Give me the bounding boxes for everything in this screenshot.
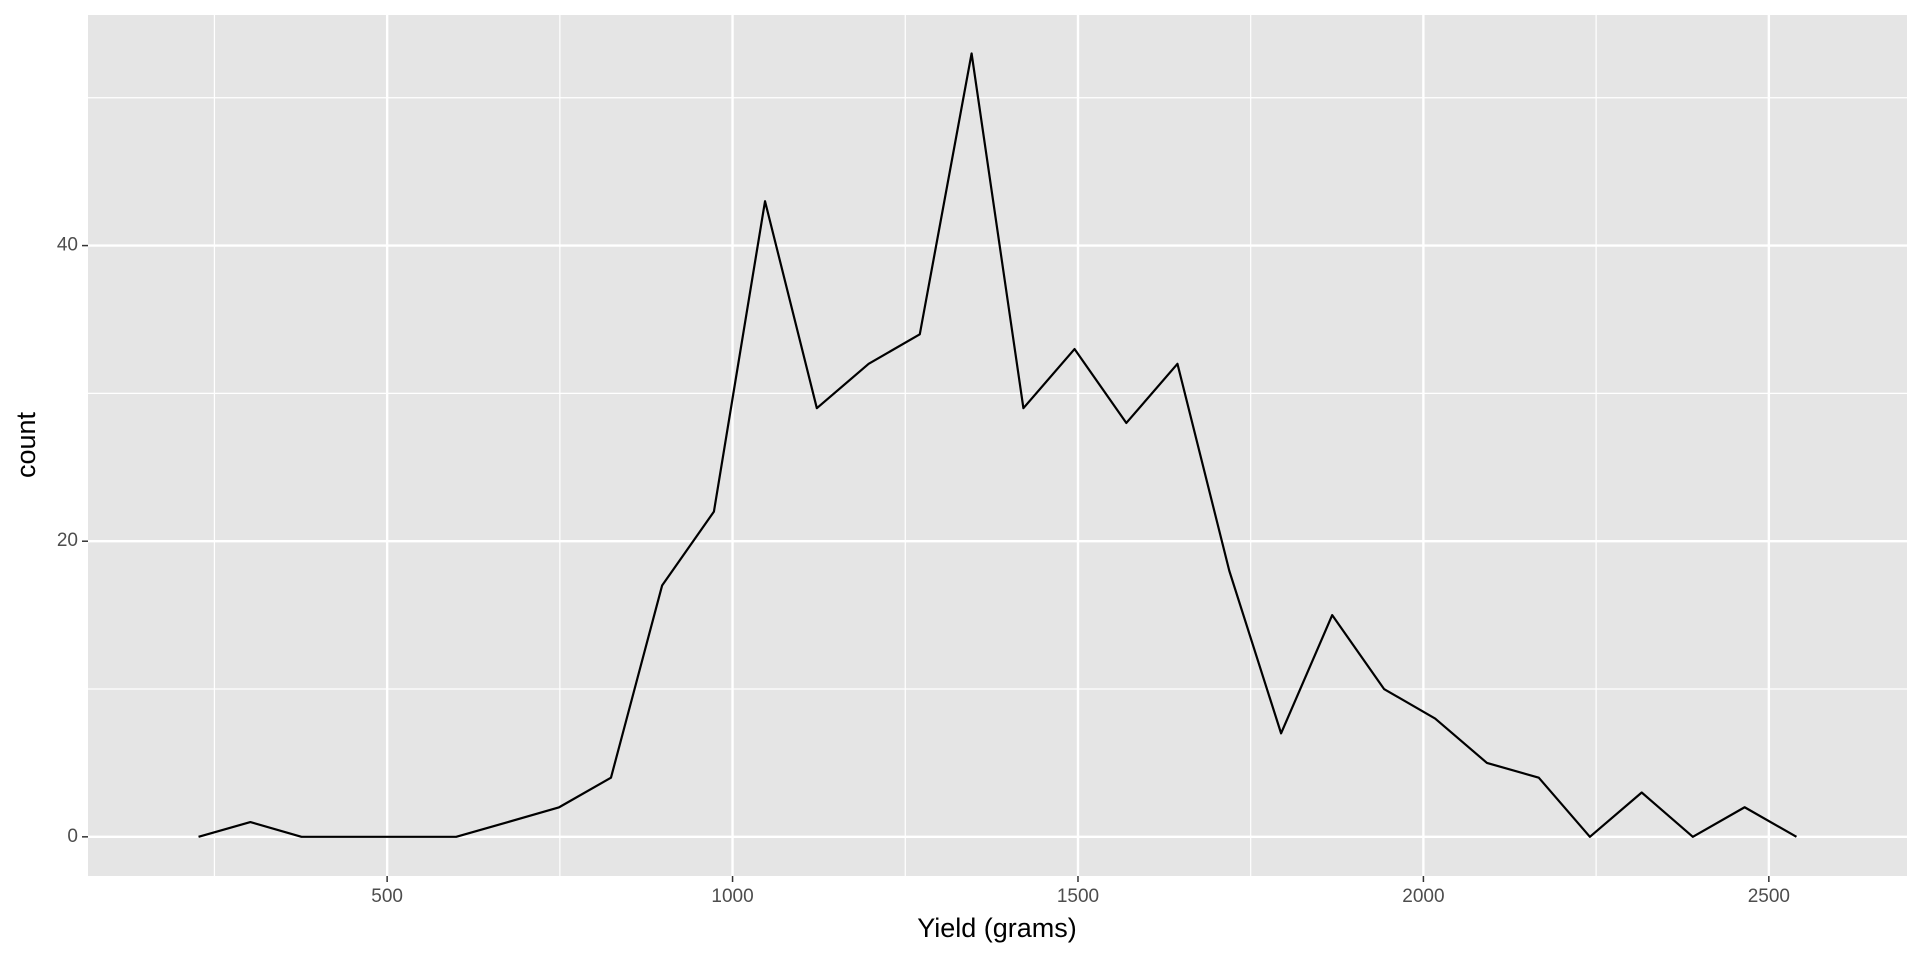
panel bbox=[88, 15, 1907, 876]
x-tick-label: 500 bbox=[371, 886, 403, 907]
x-tick-label: 1000 bbox=[711, 886, 753, 907]
x-axis-title: Yield (grams) bbox=[917, 913, 1077, 943]
y-tick-label: 40 bbox=[57, 235, 78, 256]
x-tick-label: 2000 bbox=[1402, 886, 1444, 907]
y-tick-label: 0 bbox=[67, 826, 78, 847]
y-tick-label: 20 bbox=[57, 530, 78, 551]
y-axis-title: count bbox=[11, 411, 41, 478]
x-tick-label: 2500 bbox=[1748, 886, 1790, 907]
x-tick-label: 1500 bbox=[1057, 886, 1099, 907]
line bbox=[198, 52, 1798, 838]
